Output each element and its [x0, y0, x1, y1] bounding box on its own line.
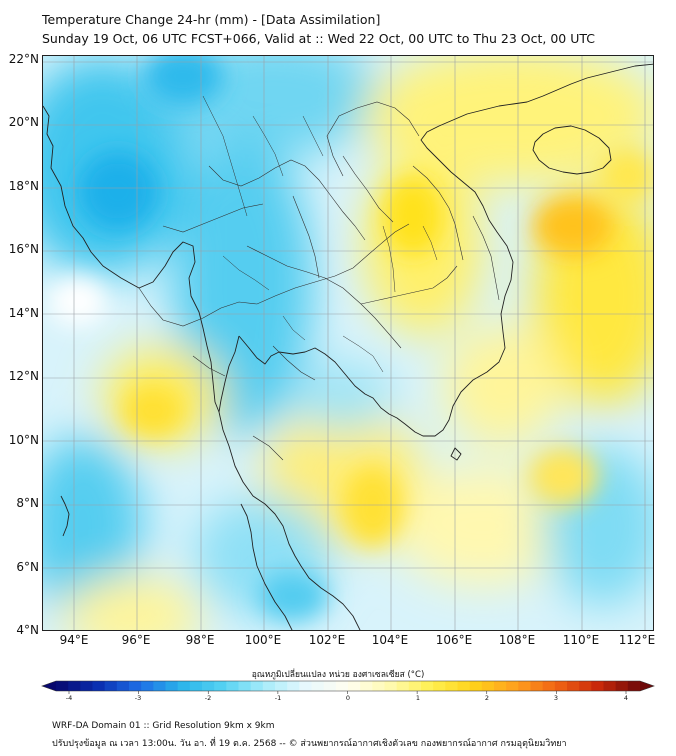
lon-label: 98°E: [185, 633, 215, 647]
colorbar-cell: [408, 681, 422, 691]
colorbar-tick-label: -4: [65, 694, 73, 702]
lat-label: 18°N: [8, 179, 39, 193]
colorbar-cell: [335, 681, 349, 691]
lat-label: 22°N: [8, 52, 39, 66]
lat-label: 14°N: [8, 306, 39, 320]
colorbar-cell: [92, 681, 106, 691]
graticule: [43, 56, 653, 630]
colorbar-tick-label: 3: [553, 694, 559, 702]
lon-label: 106°E: [435, 633, 473, 647]
lon-label: 94°E: [59, 633, 89, 647]
colorbar-tick-label: 0: [345, 694, 351, 702]
colorbar-min-extension: [42, 681, 56, 691]
colorbar-cell: [262, 681, 276, 691]
colorbar-cell: [360, 681, 373, 691]
colorbar-cell: [603, 681, 617, 691]
colorbar-cell: [627, 681, 641, 691]
colorbar-cell: [177, 681, 191, 691]
colorbar-cell: [129, 681, 142, 691]
colorbar-cell: [68, 681, 81, 691]
colorbar-tick-label: -3: [134, 694, 142, 702]
colorbar-cell: [80, 681, 93, 691]
lon-label: 112°E: [618, 633, 656, 647]
colorbar-cell: [104, 681, 118, 691]
lat-label: 16°N: [8, 242, 39, 256]
colorbar-title: อุณหภูมิเปลี่ยนแปลง หน่วย องศาเซลเซียส (…: [251, 670, 425, 680]
colorbar-cell: [469, 681, 483, 691]
colorbar-cell: [457, 681, 471, 691]
colorbar-cell: [153, 681, 166, 691]
lat-label: 8°N: [16, 496, 39, 510]
colorbar-tick-marks: [68, 691, 627, 694]
thin-boundaries: [202, 95, 438, 373]
colorbar-cell: [518, 681, 531, 691]
lat-label: 20°N: [8, 115, 39, 129]
lon-label: 108°E: [498, 633, 536, 647]
colorbar-cell: [287, 681, 300, 691]
colorbar-cell: [506, 681, 519, 691]
colorbar-cell: [567, 681, 580, 691]
colorbar-cell: [56, 681, 69, 691]
colorbar-outline: [41, 680, 655, 692]
chart-subtitle: Sunday 19 Oct, 06 UTC FCST+066, Valid at…: [42, 31, 595, 46]
colorbar-max-extension: [640, 681, 654, 691]
lon-label: 102°E: [308, 633, 346, 647]
colorbar-cell: [250, 681, 264, 691]
colorbar-cell: [202, 681, 215, 691]
colorbar-cell: [299, 681, 312, 691]
lon-label: 100°E: [244, 633, 282, 647]
colorbar-cell: [591, 681, 604, 691]
lon-label: 110°E: [562, 633, 600, 647]
colorbar-cell: [481, 681, 495, 691]
temperature-change-map[interactable]: [43, 56, 654, 631]
colorbar-cell: [311, 681, 325, 691]
colorbar-cell: [189, 681, 203, 691]
colorbar-cell: [421, 681, 434, 691]
lon-label: 104°E: [371, 633, 409, 647]
lat-label: 6°N: [16, 560, 39, 574]
colorbar-cell: [214, 681, 227, 691]
colorbar-cells: [41, 680, 655, 692]
colorbar-cell: [579, 681, 592, 691]
colorbar-tick-label: 2: [484, 694, 490, 702]
colorbar-cell: [323, 681, 337, 691]
colorbar-cell: [226, 681, 239, 691]
footer-credit: ปรับปรุงข้อมูล ณ เวลา 13:00น. วัน อา. ที…: [52, 739, 567, 749]
colorbar-cell: [433, 681, 446, 691]
chart-title: Temperature Change 24-hr (mm) - [Data As…: [42, 12, 381, 27]
colorbar: [41, 680, 655, 694]
colorbar-cell: [348, 681, 361, 691]
colorbar-cell: [275, 681, 288, 691]
colorbar-cell: [445, 681, 458, 691]
colorbar-cell: [372, 681, 385, 691]
lon-label: 96°E: [121, 633, 151, 647]
admin-boundaries: [138, 101, 500, 461]
colorbar-cell: [238, 681, 252, 691]
colorbar-tick-label: 4: [623, 694, 629, 702]
colorbar-cell: [554, 681, 568, 691]
colorbar-cell: [384, 681, 398, 691]
colorbar-tick-label: -1: [274, 694, 282, 702]
colorbar-cell: [542, 681, 556, 691]
lat-label: 12°N: [8, 369, 39, 383]
lat-label: 4°N: [16, 623, 39, 637]
colorbar-cell: [530, 681, 544, 691]
map-panel[interactable]: [42, 55, 654, 631]
footer-model-info: WRF-DA Domain 01 :: Grid Resolution 9km …: [52, 721, 275, 731]
colorbar-cell: [165, 681, 179, 691]
colorbar-tick-label: 1: [415, 694, 421, 702]
coastlines: [43, 63, 653, 630]
colorbar-cell: [396, 681, 410, 691]
lat-label: 10°N: [8, 433, 39, 447]
colorbar-cell: [615, 681, 629, 691]
colorbar-cell: [494, 681, 507, 691]
colorbar-cell: [141, 681, 154, 691]
colorbar-tick-label: -2: [204, 694, 212, 702]
colorbar-cell: [116, 681, 130, 691]
